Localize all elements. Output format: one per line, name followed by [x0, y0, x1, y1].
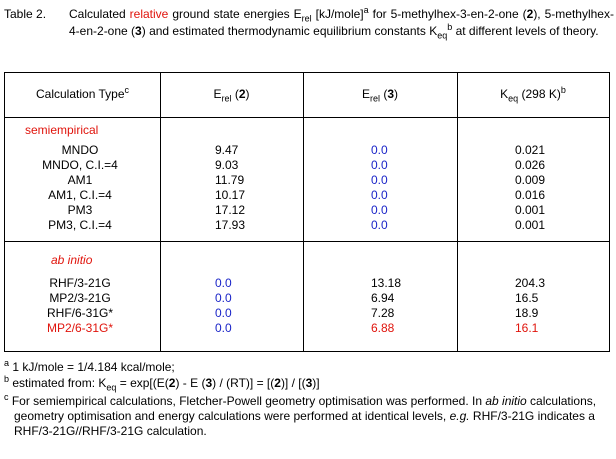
table-row-highlighted: MP2/6-31G* 0.0 6.88 16.1 — [46, 321, 539, 335]
header-erel-2: Erel (2) — [213, 87, 250, 104]
header-keq: Keq (298 K)b — [500, 85, 566, 104]
table-row: AM1, C.I.=4 10.17 0.0 0.016 — [48, 188, 546, 202]
table-row: PM3 17.12 0.0 0.001 — [67, 203, 546, 217]
table-row: MNDO, C.I.=4 9.03 0.0 0.026 — [42, 158, 546, 172]
table-row: PM3, C.I.=4 17.93 0.0 0.001 — [48, 218, 546, 232]
column-divider — [160, 73, 161, 351]
header-calc-type: Calculation Typec — [36, 85, 129, 102]
header-divider — [5, 117, 609, 118]
relative-word: relative — [129, 7, 169, 21]
table-row: MNDO 9.47 0.0 0.021 — [61, 143, 546, 157]
footnote-b: b estimated from: Keq = exp[(E(2) - E (3… — [4, 374, 320, 393]
energy-table: Calculation Typec Erel (2) Erel (3) Keq … — [4, 72, 610, 352]
caption-text: Calculated relative ground state energie… — [69, 5, 614, 41]
footnote-c: c For semiempirical calculations, Fletch… — [4, 392, 597, 439]
section-divider — [5, 241, 609, 242]
column-divider — [457, 73, 458, 351]
footnote-a: a 1 kJ/mole = 1/4.184 kcal/mole; — [4, 358, 175, 375]
section-title-semiempirical: semiempirical — [25, 123, 99, 137]
table-row: AM1 11.79 0.0 0.009 — [67, 173, 546, 187]
caption-label: Table 2. — [4, 7, 47, 21]
column-divider — [303, 73, 304, 351]
section-title-ab-initio: ab initio — [51, 253, 93, 267]
table-row: RHF/6-31G* 0.0 7.28 18.9 — [46, 306, 539, 320]
table-row: MP2/3-21G 0.0 6.94 16.5 — [49, 291, 539, 305]
table-row: RHF/3-21G 0.0 13.18 204.3 — [49, 276, 546, 290]
header-erel-3: Erel (3) — [361, 87, 399, 104]
